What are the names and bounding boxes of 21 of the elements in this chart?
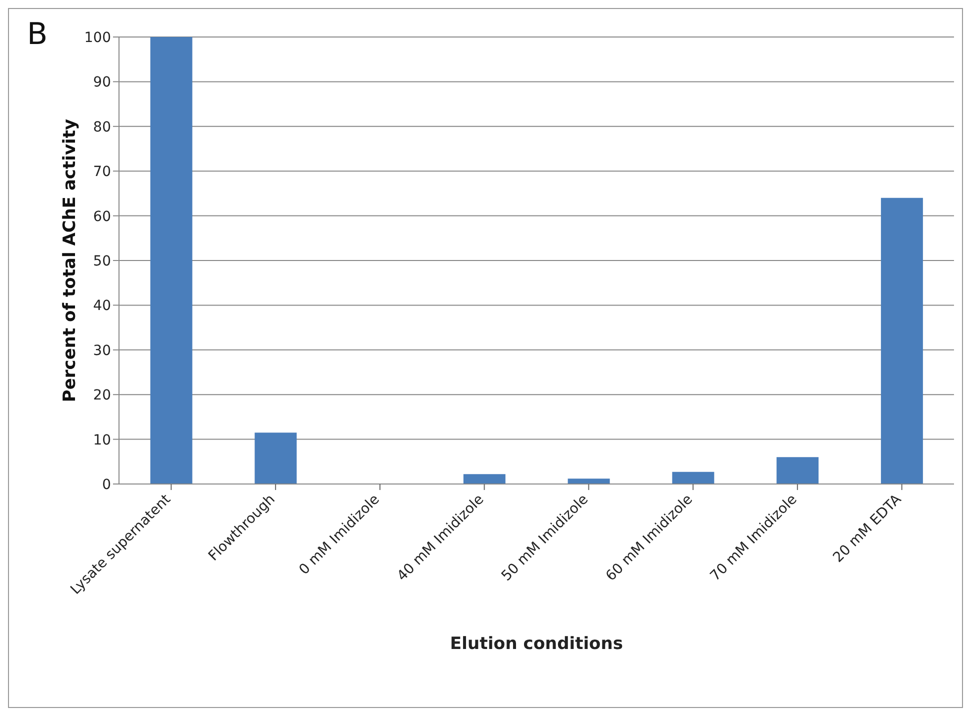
bar (463, 474, 506, 484)
y-tick-label: 50 (93, 253, 111, 270)
y-tick-label: 60 (93, 208, 111, 225)
y-tick-label: 0 (102, 476, 111, 493)
y-tick-label: 70 (93, 164, 111, 180)
y-tick-label: 100 (84, 30, 111, 46)
bar (150, 37, 192, 484)
y-tick-label: 40 (93, 298, 111, 314)
y-axis-title: Percent of total AChE activity (60, 118, 80, 402)
y-tick-label: 20 (93, 388, 111, 404)
chart-title: B (27, 17, 48, 52)
bar (568, 478, 610, 484)
y-tick-label: 90 (93, 74, 111, 91)
y-tick-label: 10 (93, 432, 111, 448)
y-tick-label: 80 (93, 119, 111, 136)
bar (776, 457, 819, 484)
x-axis-title: Elution conditions (450, 634, 623, 654)
y-tick-label: 30 (93, 342, 111, 359)
bar (672, 472, 714, 484)
bar (880, 198, 923, 484)
bar (254, 432, 297, 484)
